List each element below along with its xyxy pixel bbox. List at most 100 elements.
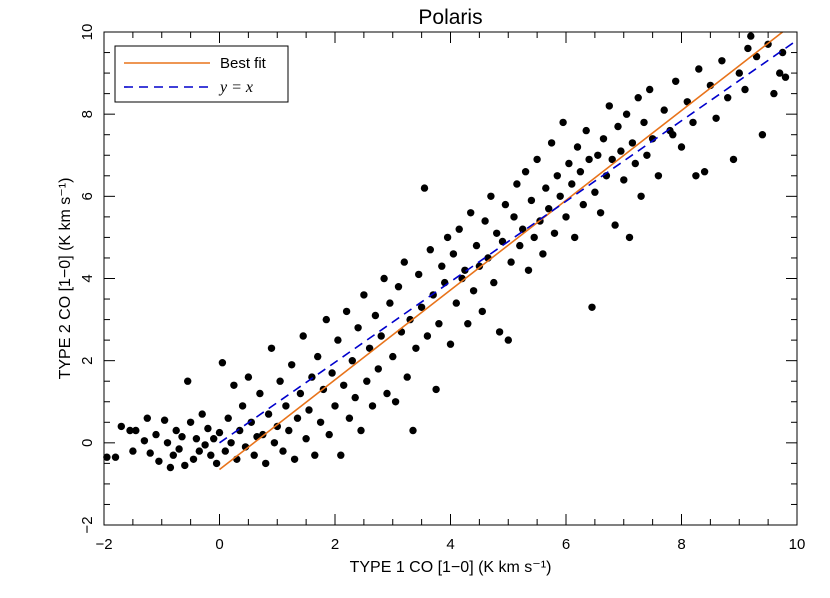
data-point — [224, 414, 232, 422]
data-point — [143, 414, 151, 422]
data-point — [236, 426, 244, 435]
data-point — [155, 457, 163, 465]
data-point — [244, 373, 253, 381]
x-axis-label: TYPE 1 CO [1−0] (K km s⁻¹) — [350, 559, 552, 576]
data-point — [576, 168, 585, 176]
data-point — [383, 389, 391, 398]
data-point — [781, 73, 790, 81]
data-point — [129, 447, 137, 455]
data-point — [360, 291, 368, 299]
data-point — [357, 426, 365, 435]
data-point — [461, 266, 469, 274]
data-point — [406, 315, 414, 324]
data-point — [611, 221, 619, 229]
data-point — [741, 85, 749, 94]
data-point — [394, 283, 403, 291]
data-point — [178, 433, 186, 441]
data-point — [625, 233, 634, 242]
data-point — [744, 44, 752, 53]
data-point — [539, 250, 547, 258]
identity-line — [219, 39, 798, 444]
data-point — [152, 430, 160, 439]
data-point — [452, 299, 460, 307]
data-point — [288, 361, 296, 369]
data-point — [669, 131, 677, 139]
data-point — [210, 435, 218, 443]
data-point — [328, 369, 336, 377]
data-point — [718, 57, 726, 65]
data-point — [553, 172, 561, 180]
data-point — [331, 402, 339, 410]
data-point — [316, 418, 325, 426]
data-point — [368, 402, 377, 410]
data-point — [371, 311, 380, 320]
data-point — [207, 451, 215, 459]
data-point — [596, 209, 605, 217]
data-point — [348, 357, 356, 365]
data-point — [230, 381, 238, 389]
data-points — [103, 32, 790, 472]
data-point — [247, 418, 255, 426]
data-point — [409, 426, 417, 435]
best-fit-line — [219, 31, 784, 471]
data-point — [481, 217, 489, 225]
data-point — [640, 118, 648, 127]
data-point — [391, 398, 400, 406]
data-point — [169, 451, 177, 459]
data-point — [117, 422, 126, 431]
data-point — [276, 377, 284, 385]
data-point — [573, 143, 582, 151]
data-point — [582, 126, 590, 135]
data-point — [238, 402, 247, 410]
data-point — [279, 447, 287, 455]
data-point — [513, 180, 521, 188]
data-point — [221, 447, 229, 455]
data-point — [527, 196, 536, 205]
data-point — [184, 377, 192, 385]
data-point — [591, 188, 599, 196]
data-point — [770, 89, 778, 98]
chart-title: Polaris — [418, 6, 482, 29]
data-point — [412, 344, 420, 352]
fit-lines — [219, 31, 798, 471]
x-tick-label: 6 — [562, 536, 570, 553]
data-point — [290, 455, 299, 463]
x-tick-label: −2 — [95, 536, 112, 553]
data-point — [389, 352, 397, 361]
data-point — [467, 209, 475, 217]
data-point — [620, 176, 628, 184]
data-point — [302, 435, 310, 443]
data-point — [374, 365, 382, 373]
data-point — [677, 143, 686, 151]
data-point — [490, 278, 498, 287]
y-axis-label: TYPE 2 CO [1−0] (K km s⁻¹) — [57, 178, 74, 380]
data-point — [622, 110, 631, 118]
data-point — [469, 287, 478, 295]
data-point — [438, 262, 446, 270]
data-point — [495, 328, 504, 336]
data-point — [510, 213, 518, 221]
legend-box — [114, 45, 289, 103]
data-point — [692, 172, 700, 180]
data-point — [617, 147, 625, 155]
data-point — [504, 336, 512, 344]
data-point — [472, 241, 481, 250]
data-point — [270, 439, 279, 447]
data-point — [267, 344, 276, 352]
legend: Best fit y = x — [114, 45, 289, 103]
data-point — [218, 359, 227, 367]
legend-label: y = x — [218, 79, 253, 96]
data-point — [568, 180, 576, 188]
axes: −2 0 2 4 6 8 10 −2 0 2 4 6 8 10 — [79, 24, 805, 553]
data-point — [146, 449, 154, 457]
data-point — [752, 52, 761, 61]
data-point — [776, 69, 784, 77]
data-point — [186, 418, 195, 426]
data-point — [311, 451, 319, 459]
data-point — [160, 416, 169, 424]
data-point — [296, 389, 305, 398]
y-tick-label: 6 — [79, 192, 96, 200]
data-point — [594, 151, 602, 159]
data-point — [314, 352, 322, 361]
data-point — [556, 192, 564, 200]
